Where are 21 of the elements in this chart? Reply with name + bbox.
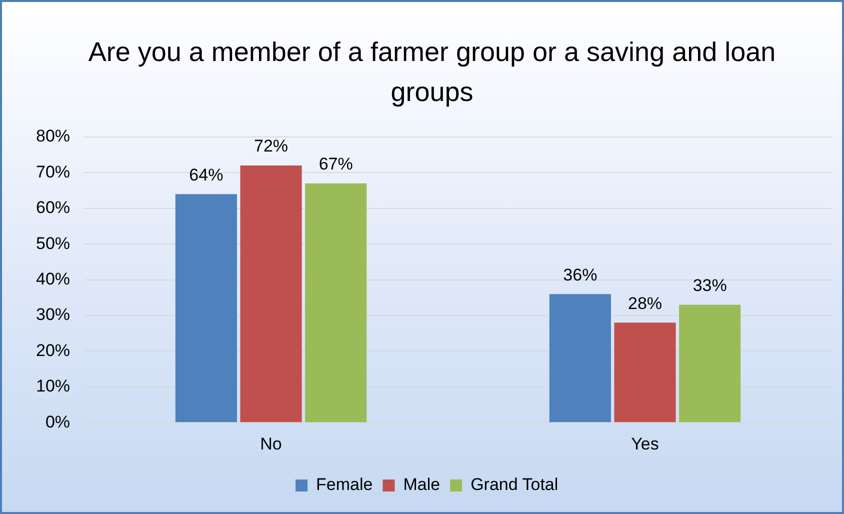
data-label: 33% bbox=[692, 276, 727, 295]
y-tick-label: 80% bbox=[36, 126, 70, 146]
y-tick-label: 10% bbox=[36, 376, 70, 396]
y-tick-label: 20% bbox=[36, 340, 70, 360]
data-label: 72% bbox=[254, 136, 288, 156]
y-tick-label: 70% bbox=[36, 162, 70, 182]
y-tick-label: 40% bbox=[36, 269, 70, 288]
legend-label: Male bbox=[403, 475, 440, 494]
data-label: 28% bbox=[628, 294, 662, 313]
x-tick-label: No bbox=[260, 434, 282, 454]
y-tick-label: 30% bbox=[36, 305, 70, 324]
chart-title: Are you a member of a farmer group or a saving and loan groups bbox=[87, 36, 777, 109]
y-tick-label: 60% bbox=[36, 198, 70, 218]
data-label: 64% bbox=[189, 165, 224, 184]
data-label: 36% bbox=[563, 265, 598, 284]
y-tick-label: 50% bbox=[36, 234, 70, 253]
legend-label: Grand Total bbox=[470, 475, 558, 494]
y-tick-label: 0% bbox=[45, 412, 70, 432]
data-label: 67% bbox=[318, 154, 353, 174]
legend-label: Female bbox=[316, 475, 373, 494]
x-tick-label: Yes bbox=[631, 434, 659, 454]
